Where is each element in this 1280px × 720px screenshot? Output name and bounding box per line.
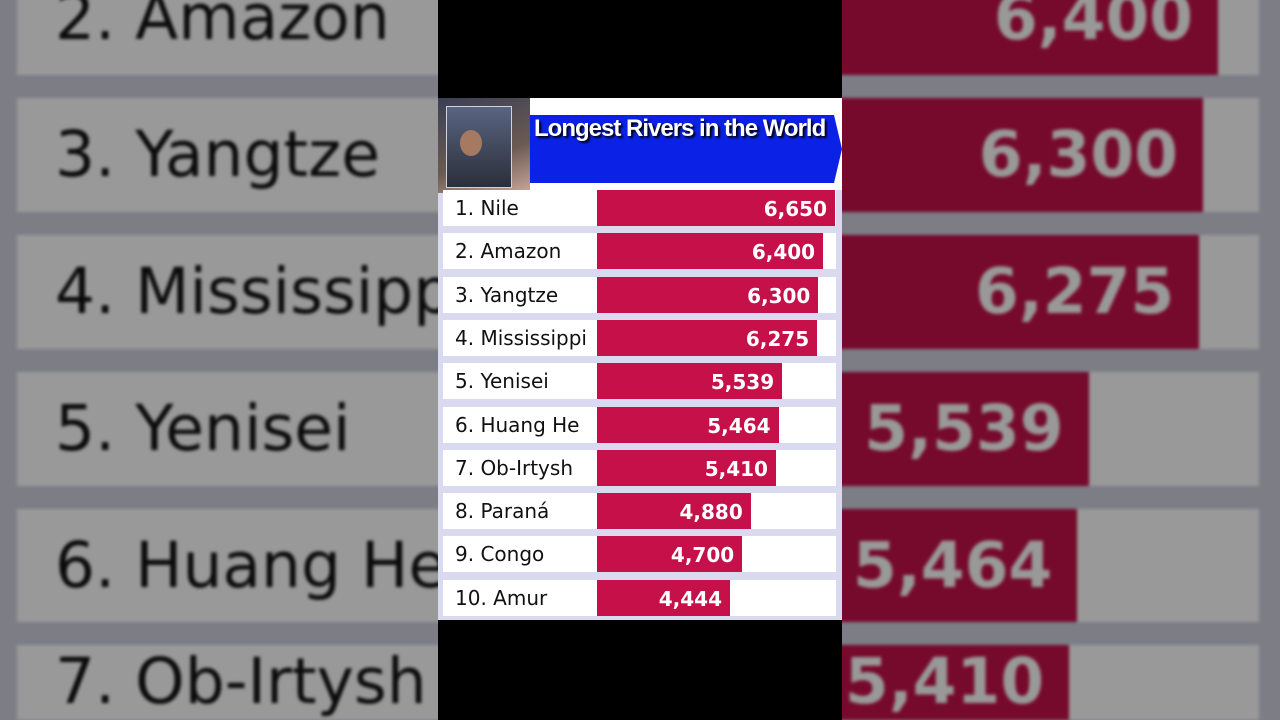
bar: 4,700 <box>597 536 743 573</box>
category-label: 5. Yenisei <box>455 369 549 394</box>
chart-row: 8. Paraná 4,880 <box>443 493 836 530</box>
bg-category-label: 5. Yenisei <box>55 391 351 465</box>
value-label: 4,444 <box>658 586 722 611</box>
value-label: 5,410 <box>704 456 768 481</box>
value-label: 5,539 <box>710 370 775 395</box>
chart-header: Longest Rivers in the World <box>438 98 842 193</box>
value-label: 6,650 <box>763 197 827 221</box>
bar: 6,275 <box>597 319 818 356</box>
bg-value-label: 6,275 <box>975 255 1175 328</box>
value-label: 6,300 <box>747 283 811 308</box>
bg-value-label: 5,539 <box>864 391 1064 465</box>
bar: 5,464 <box>597 406 779 443</box>
value-label: 5,464 <box>707 413 771 438</box>
chart-row: 4. Mississippi 6,275 <box>443 319 836 356</box>
chart-title: Longest Rivers in the World <box>534 115 826 142</box>
bg-category-label: 4. Mississippi <box>55 255 471 328</box>
chart-row: 7. Ob-Irtysh 5,410 <box>443 449 836 486</box>
category-label: 4. Mississippi <box>455 325 587 350</box>
category-label: 7. Ob-Irtysh <box>455 455 573 480</box>
category-label: 2. Amazon <box>455 239 562 264</box>
category-label: 10. Amur <box>455 585 548 610</box>
title-banner: Longest Rivers in the World <box>530 115 842 183</box>
bar-chart: Longest Rivers in the World 1. Nile 6,650… <box>438 98 842 620</box>
bg-value-label: 6,400 <box>993 0 1194 55</box>
bar: 6,400 <box>597 233 824 270</box>
category-label: 6. Huang He <box>455 412 580 437</box>
value-label: 4,700 <box>670 543 735 568</box>
bar: 5,539 <box>597 363 783 400</box>
bg-category-label: 2. Amazon <box>55 0 390 55</box>
category-label: 1. Nile <box>455 196 519 220</box>
bg-value-label: 5,464 <box>853 528 1053 602</box>
letterbox-bottom <box>438 620 842 720</box>
bg-value-label: 6,300 <box>978 118 1179 192</box>
bar: 6,300 <box>597 276 819 313</box>
chart-row: 1. Nile 6,650 <box>443 190 836 226</box>
bg-category-label: 3. Yangtze <box>55 118 380 192</box>
chart-row: 10. Amur 4,444 <box>443 579 836 616</box>
bar: 5,410 <box>597 449 776 486</box>
thumbnail-image <box>438 98 530 193</box>
value-label: 6,275 <box>745 326 810 351</box>
category-label: 8. Paraná <box>455 499 550 524</box>
category-label: 3. Yangtze <box>455 282 559 307</box>
bar: 4,444 <box>597 579 730 616</box>
chart-row: 6. Huang He 5,464 <box>443 406 836 443</box>
bg-category-label: 6. Huang He <box>55 528 448 602</box>
letterbox-top <box>438 0 842 98</box>
chart-row: 5. Yenisei 5,539 <box>443 363 836 400</box>
bg-category-label: 7. Ob-Irtysh <box>55 645 427 719</box>
chart-row: 2. Amazon 6,400 <box>443 233 836 270</box>
chart-row: 9. Congo 4,700 <box>443 536 836 573</box>
category-label: 9. Congo <box>455 542 545 567</box>
value-label: 4,880 <box>679 500 743 525</box>
bar: 4,880 <box>597 493 751 530</box>
person-image <box>460 130 482 156</box>
chart-row: 3. Yangtze 6,300 <box>443 276 836 313</box>
bar: 6,650 <box>597 190 835 226</box>
value-label: 6,400 <box>751 240 816 265</box>
bg-value-label: 5,410 <box>844 645 1045 719</box>
